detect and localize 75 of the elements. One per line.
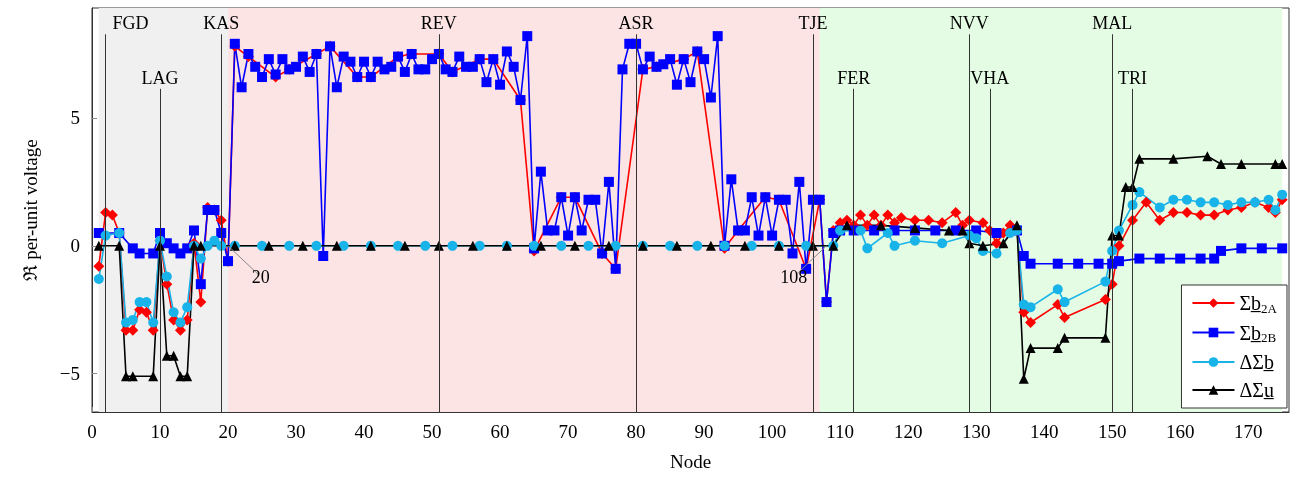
- y-tick-label: −5: [59, 363, 80, 385]
- x-tick-label: 120: [893, 421, 923, 442]
- x-tick-label: 150: [1097, 421, 1127, 442]
- legend-label: ΔΣb̲: [1239, 351, 1275, 373]
- ref-line-label: TRI: [1118, 67, 1148, 88]
- point: [148, 371, 159, 382]
- ref-line-label: NVV: [949, 13, 989, 34]
- x-tick-label: 140: [1029, 421, 1059, 442]
- ref-line-label: FGD: [112, 13, 149, 34]
- x-tick-label: 160: [1165, 421, 1195, 442]
- x-tick-label: 130: [961, 421, 991, 442]
- point: [195, 240, 206, 251]
- point: [705, 240, 716, 251]
- x-tick-label: 40: [354, 421, 374, 442]
- x-tick-label: 60: [490, 421, 510, 442]
- y-axis-title: ℜ per-unit voltage: [20, 139, 41, 281]
- point: [1025, 343, 1036, 354]
- x-axis-title: Node: [669, 451, 712, 472]
- point: [93, 240, 104, 251]
- point: [1113, 230, 1124, 241]
- ref-line-label: REV: [420, 13, 457, 34]
- point: [998, 238, 1009, 249]
- point: [121, 371, 132, 382]
- annotation: 108: [780, 266, 808, 287]
- point: [1202, 151, 1213, 162]
- x-tick-label: 80: [626, 421, 646, 442]
- ref-line-label: TJE: [798, 13, 828, 34]
- point: [168, 350, 179, 361]
- x-tick-label: 10: [150, 421, 170, 442]
- point: [263, 240, 274, 251]
- ref-line-label: ASR: [618, 13, 654, 34]
- point: [1011, 220, 1022, 231]
- point: [943, 225, 954, 236]
- ref-line-label: KAS: [203, 13, 240, 34]
- point: [977, 240, 988, 251]
- point: [1059, 332, 1070, 343]
- point: [841, 220, 852, 231]
- point: [114, 240, 125, 251]
- point: [671, 240, 682, 251]
- point: [1052, 343, 1063, 354]
- point: [127, 371, 138, 382]
- legend-label: ΔΣu̲: [1239, 379, 1275, 401]
- point: [399, 240, 410, 251]
- point: [1100, 332, 1111, 343]
- x-tick-label: 110: [826, 421, 855, 442]
- point: [175, 371, 186, 382]
- x-tick-label: 100: [757, 421, 787, 442]
- x-tick-label: 0: [87, 421, 97, 442]
- point: [182, 371, 193, 382]
- x-tick-label: 30: [286, 421, 306, 442]
- ref-line-label: VHA: [970, 67, 1010, 88]
- x-tick-label: 70: [558, 421, 578, 442]
- point: [1277, 158, 1288, 169]
- y-tick-label: 0: [70, 235, 80, 257]
- point: [1215, 158, 1226, 169]
- point: [331, 240, 342, 251]
- x-tick-label: 20: [218, 421, 238, 442]
- point: [297, 240, 308, 251]
- point: [603, 240, 614, 251]
- ref-line-label: MAL: [1092, 13, 1133, 34]
- x-tick-label: 170: [1233, 421, 1263, 442]
- point: [467, 240, 478, 251]
- x-tick-label: 50: [422, 421, 442, 442]
- point: [1134, 153, 1145, 164]
- ref-line-label: FER: [837, 67, 871, 88]
- annotation: 20: [251, 266, 270, 287]
- point: [569, 240, 580, 251]
- point: [739, 240, 750, 251]
- point: [1168, 153, 1179, 164]
- y-tick-label: 5: [70, 107, 80, 129]
- point: [535, 240, 546, 251]
- x-tick-label: 90: [694, 421, 714, 442]
- ref-line-label: LAG: [141, 67, 179, 88]
- point: [1236, 158, 1247, 169]
- point: [957, 225, 968, 236]
